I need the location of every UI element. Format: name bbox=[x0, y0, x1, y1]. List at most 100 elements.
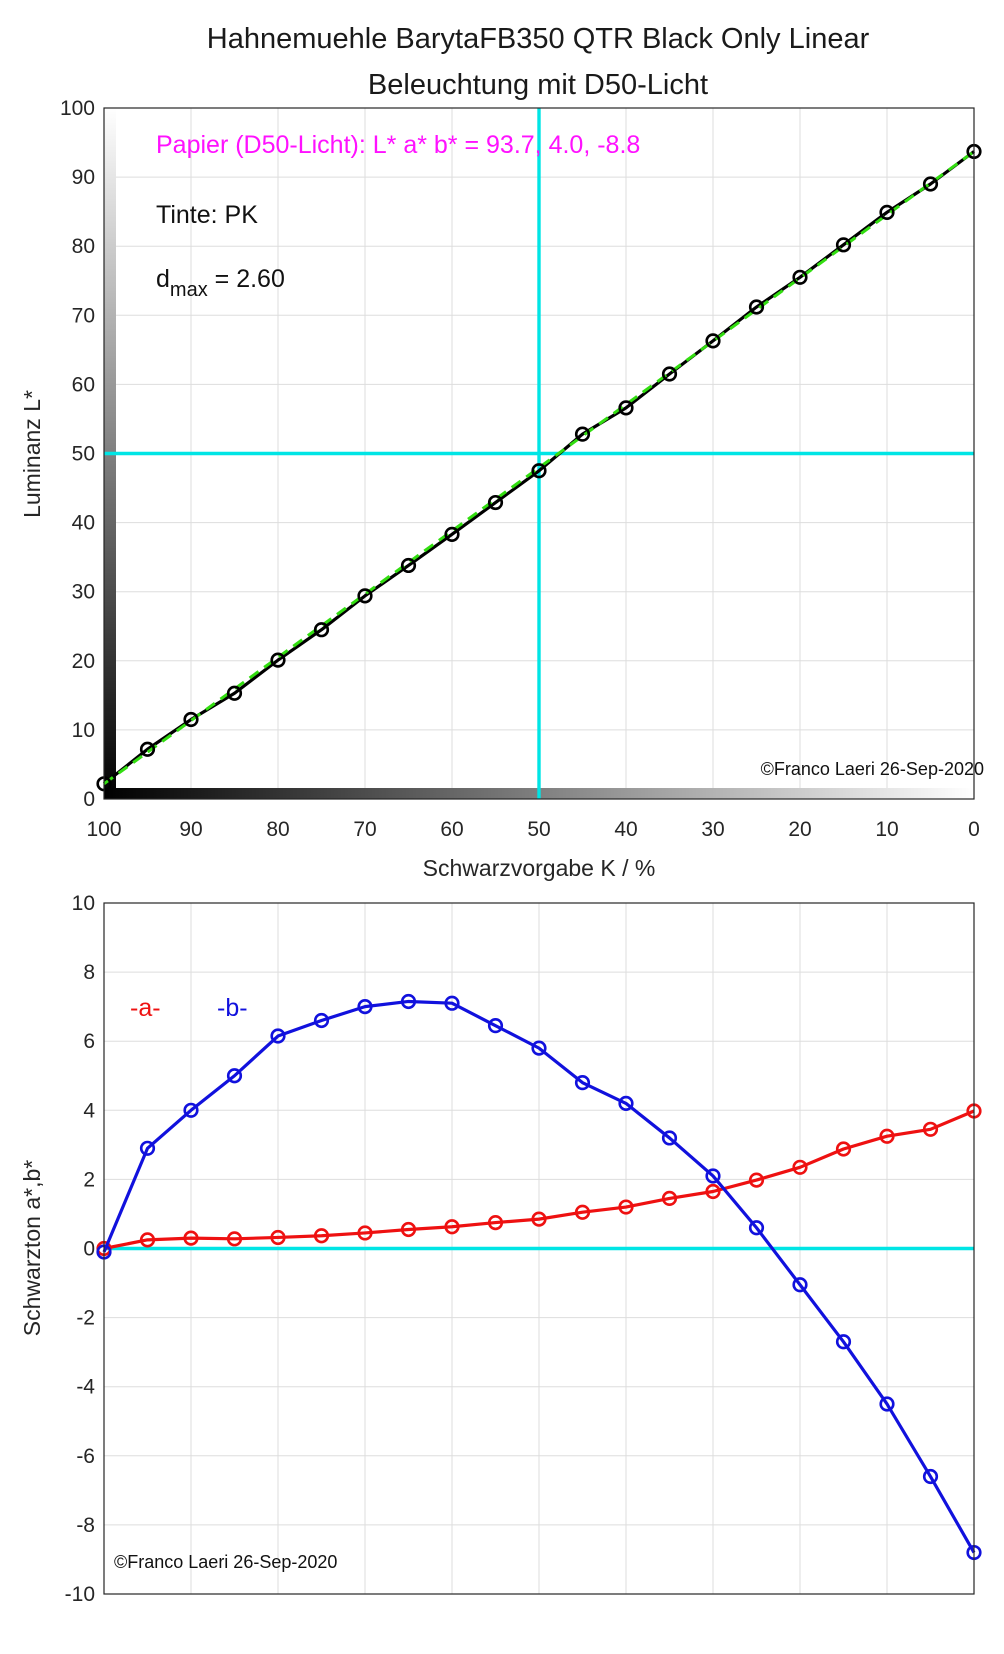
a-star-point bbox=[661, 1190, 678, 1207]
y-tick-label: 6 bbox=[83, 1030, 95, 1053]
a-star-point bbox=[313, 1228, 330, 1244]
dmax-prefix: d bbox=[156, 265, 170, 293]
a-star-point bbox=[748, 1172, 765, 1188]
y-tick-label: 60 bbox=[72, 373, 95, 396]
luminance-point bbox=[618, 400, 634, 416]
a-star-point bbox=[531, 1211, 547, 1227]
a-star-point bbox=[400, 1221, 417, 1238]
a-star-point bbox=[922, 1121, 939, 1137]
b-star-point bbox=[705, 1168, 721, 1184]
y-tick-label: 100 bbox=[60, 97, 95, 120]
y-axis-label-tone: Schwarzton a*,b* bbox=[19, 1160, 45, 1336]
b-star-point bbox=[487, 1018, 504, 1034]
a-star-point bbox=[574, 1204, 591, 1220]
a-star-point bbox=[879, 1128, 895, 1144]
paper-annotation: Papier (D50-Licht): L* a* b* = 93.7, 4.0… bbox=[156, 131, 640, 159]
y-tick-label: 70 bbox=[72, 304, 95, 327]
a-star-point bbox=[705, 1183, 721, 1200]
x-tick-label: 40 bbox=[614, 818, 637, 841]
y-tick-label: 50 bbox=[72, 443, 95, 466]
top-copyright: ©Franco Laeri 26-Sep-2020 bbox=[761, 759, 984, 779]
b-star-point bbox=[357, 999, 373, 1015]
x-tick-label: 0 bbox=[968, 818, 980, 841]
b-star-point bbox=[400, 993, 417, 1010]
dmax-subscript: max bbox=[170, 279, 208, 301]
bottom-copyright: ©Franco Laeri 26-Sep-2020 bbox=[114, 1552, 337, 1572]
luminance-point bbox=[922, 176, 939, 192]
luminance-line bbox=[103, 150, 975, 786]
b-star-point bbox=[792, 1277, 808, 1293]
b-star-point bbox=[879, 1396, 895, 1412]
x-tick-label: 80 bbox=[266, 818, 289, 841]
x-tick-label: 90 bbox=[179, 818, 202, 841]
b-star-point bbox=[183, 1102, 199, 1118]
a-star-point bbox=[183, 1230, 199, 1246]
y-axis-label-luminance: Luminanz L* bbox=[19, 390, 45, 518]
b-star-line bbox=[102, 999, 976, 1554]
a-star-line bbox=[103, 1109, 975, 1251]
a-star-point bbox=[487, 1214, 504, 1231]
color-tone-series bbox=[96, 993, 982, 1561]
luminance-tick-labels: 100 90 80 70 60 50 40 30 20 10 0010203040506070809… bbox=[60, 97, 980, 841]
b-star-point bbox=[226, 1068, 243, 1084]
color-tone-tick-labels: -10 -8 -6 -4 -2 0 2 4 6 8 10 bbox=[65, 892, 96, 1606]
luminance-point bbox=[531, 463, 547, 479]
y-tick-label: 90 bbox=[72, 166, 95, 189]
luminance-point bbox=[357, 588, 373, 604]
y-tick-label: -10 bbox=[65, 1583, 95, 1606]
b-star-point bbox=[139, 1140, 156, 1156]
y-tick-label: 4 bbox=[83, 1099, 95, 1122]
legend-b: -b- bbox=[217, 994, 248, 1022]
luminance-series bbox=[96, 143, 982, 792]
chart-title: Hahnemuehle BarytaFB350 QTR Black Only L… bbox=[207, 23, 870, 55]
b-star-point bbox=[922, 1468, 939, 1485]
luminance-point bbox=[183, 711, 199, 728]
b-star-point bbox=[748, 1220, 765, 1236]
x-tick-label: 50 bbox=[527, 818, 550, 841]
a-star-point bbox=[618, 1199, 634, 1215]
luminance-point bbox=[705, 333, 721, 349]
color-tone-plot-frame bbox=[103, 902, 975, 1595]
y-tick-label: 8 bbox=[83, 961, 95, 984]
a-star-point bbox=[139, 1232, 156, 1248]
a-star-point bbox=[226, 1231, 243, 1247]
luminance-point bbox=[661, 366, 678, 382]
color-tone-plot: -10 -8 -6 -4 -2 0 2 4 6 8 10 -a- -b- ©Franco Laeri… bbox=[19, 892, 982, 1606]
luminance-point bbox=[792, 269, 808, 285]
b-star-point bbox=[270, 1028, 286, 1044]
dmax-annotation: dmax = 2.60 bbox=[156, 265, 285, 301]
luminance-point bbox=[487, 494, 504, 511]
y-tick-label: 0 bbox=[83, 1238, 95, 1261]
b-star-point bbox=[444, 995, 460, 1011]
luminance-point bbox=[748, 299, 765, 315]
b-star-point bbox=[661, 1130, 678, 1146]
a-star-point bbox=[792, 1159, 808, 1175]
b-star-point bbox=[618, 1095, 634, 1111]
luminance-reference-lines bbox=[104, 108, 974, 799]
luminance-plot: 100 90 80 70 60 50 40 30 20 10 0010203040506070809… bbox=[19, 97, 984, 881]
x-tick-label: 10 bbox=[875, 818, 898, 841]
luminance-point bbox=[270, 652, 286, 668]
y-tick-label: 30 bbox=[72, 581, 95, 604]
x-tick-label: 60 bbox=[440, 818, 463, 841]
ink-annotation: Tinte: PK bbox=[156, 201, 258, 229]
luminance-point bbox=[313, 622, 330, 638]
b-star-point bbox=[531, 1040, 547, 1056]
luminance-point bbox=[400, 557, 417, 574]
x-tick-label: 30 bbox=[701, 818, 724, 841]
chart-subtitle: Beleuchtung mit D50-Licht bbox=[368, 69, 708, 101]
b-star-point bbox=[574, 1075, 591, 1091]
y-tick-label: 10 bbox=[72, 892, 95, 915]
a-star-point bbox=[835, 1141, 852, 1157]
luminance-point bbox=[879, 204, 895, 220]
y-tick-label: 20 bbox=[72, 650, 95, 673]
y-tick-label: 0 bbox=[83, 788, 95, 811]
y-tick-label: 2 bbox=[83, 1168, 95, 1191]
b-star-point bbox=[313, 1012, 330, 1029]
luminance-point bbox=[574, 426, 591, 442]
a-star-point bbox=[270, 1229, 286, 1246]
a-star-point bbox=[444, 1219, 460, 1235]
x-tick-label: 70 bbox=[353, 818, 376, 841]
y-tick-label: 80 bbox=[72, 235, 95, 258]
y-tick-label: -2 bbox=[76, 1307, 95, 1330]
